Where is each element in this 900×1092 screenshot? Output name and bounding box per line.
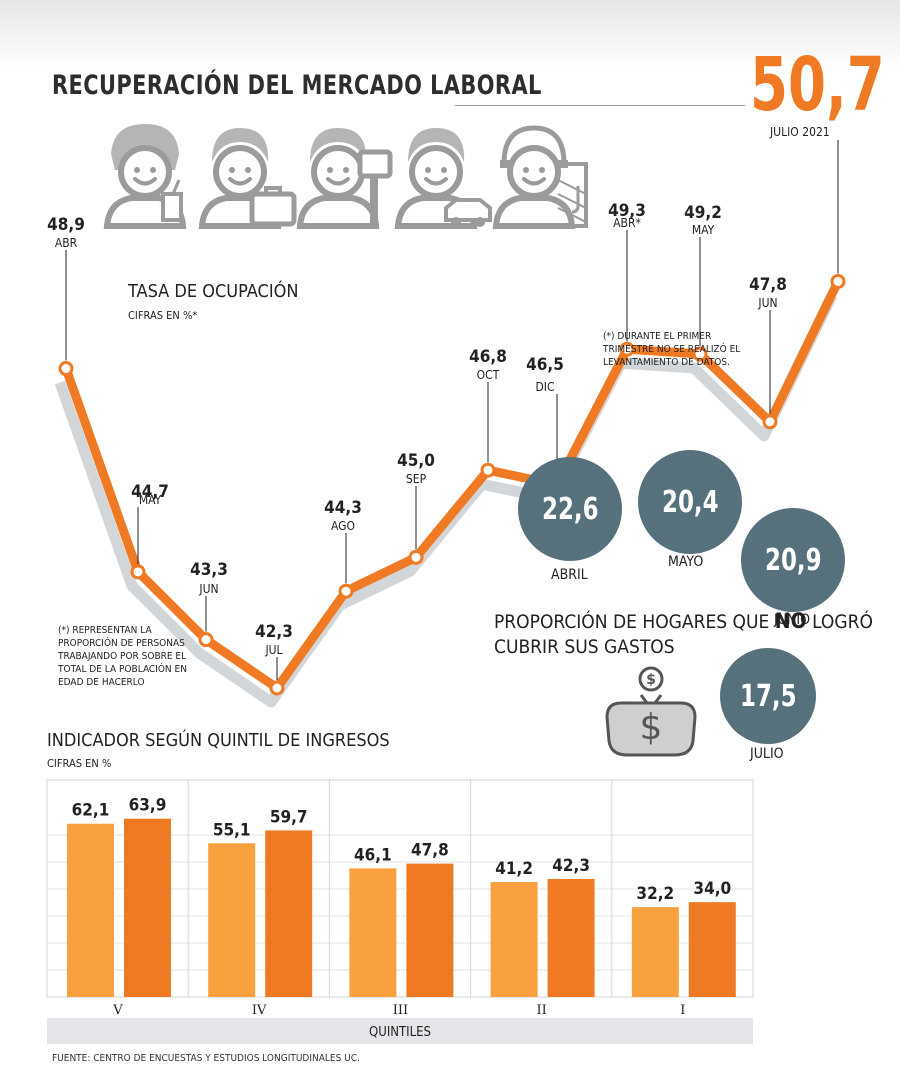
- quintile-category-label: I: [680, 1003, 685, 1018]
- quintile-bar-label: 62,1: [72, 801, 110, 821]
- households-title-post: LOGRÓ CUBRIR SUS GASTOS: [494, 611, 873, 658]
- quintile-bar: [406, 863, 454, 997]
- occupation-subtitle: CIFRAS EN %*: [128, 309, 198, 322]
- occupation-point: [338, 583, 354, 599]
- quintile-axis-band: [47, 1018, 753, 1044]
- svg-text:$: $: [640, 707, 663, 748]
- occupation-value-label: 48,9: [47, 215, 85, 235]
- quintile-bar-label: 59,7: [270, 807, 308, 827]
- household-label-julio: JULIO: [750, 746, 784, 762]
- highlight-value: 50,7: [750, 42, 885, 128]
- title-rule: [455, 105, 745, 106]
- quintiles-subtitle: CIFRAS EN %: [47, 757, 112, 770]
- occupation-value-label: 47,8: [749, 275, 787, 295]
- household-circle-julio: 17,5: [720, 648, 816, 744]
- occupation-month-label: AGO: [331, 519, 355, 533]
- construction-worker-icon: [492, 125, 588, 229]
- quintile-bar-label: 47,8: [411, 841, 449, 861]
- quintile-bar: [349, 868, 397, 997]
- occupation-month-label: JUN: [757, 296, 777, 310]
- quintile-bar-label: 63,9: [129, 796, 167, 816]
- occupation-month-label: JUL: [264, 643, 282, 657]
- household-label-abril: ABRIL: [551, 567, 588, 583]
- occupation-footnote-right: (*) DURANTE EL PRIMER TRIMESTRE NO SE RE…: [603, 331, 741, 368]
- quintile-bar-label: 41,2: [495, 859, 533, 879]
- highlight-label: JULIO 2021: [770, 125, 830, 139]
- quintile-bar-label: 32,2: [636, 884, 674, 904]
- occupation-value-label: 46,5: [526, 355, 564, 375]
- occupation-value-label: 44,7: [131, 482, 169, 502]
- occupation-value-label: 43,3: [190, 560, 228, 580]
- occupation-month-label: ABR: [55, 236, 78, 250]
- quintile-bar: [124, 818, 171, 997]
- office-worker-icon: [198, 128, 297, 229]
- occupation-month-label: JUN: [198, 582, 218, 596]
- occupation-month-label: DIC: [535, 380, 554, 394]
- source-note: FUENTE: CENTRO DE ENCUESTAS Y ESTUDIOS L…: [52, 1053, 360, 1064]
- occupation-point: [269, 680, 285, 696]
- quintile-bar-label: 42,3: [552, 856, 590, 876]
- occupation-title: TASA DE OCUPACIÓN: [128, 281, 299, 302]
- households-title: PROPORCIÓN DE HOGARES QUE NO LOGRÓ CUBRI…: [494, 609, 900, 660]
- occupation-month-label: MAY: [139, 493, 162, 507]
- household-value: 17,5: [739, 678, 797, 714]
- occupation-point: [58, 361, 74, 377]
- quintile-bar: [631, 907, 679, 997]
- quintile-bar-label: 55,1: [213, 820, 251, 840]
- household-label-junio: JUNIO: [774, 612, 810, 628]
- quintile-bar: [490, 882, 538, 997]
- quintile-category-label: IV: [252, 1003, 267, 1018]
- occupation-value-label: 49,3: [608, 201, 646, 221]
- occupation-footnote-left: (*) REPRESENTAN LA PROPORCIÓN DE PERSONA…: [58, 625, 187, 688]
- waitress-icon: [103, 124, 187, 229]
- quintile-bar: [265, 830, 313, 997]
- household-label-mayo: MAYO: [668, 554, 704, 570]
- svg-text:$: $: [646, 672, 656, 688]
- quintile-bar: [688, 902, 736, 997]
- household-circle-mayo: 20,4: [638, 450, 742, 554]
- page-title: RECUPERACIÓN DEL MERCADO LABORAL: [52, 70, 542, 101]
- quintile-bar: [67, 823, 114, 997]
- quintile-bar-label: 46,1: [354, 845, 392, 865]
- occupation-value-label: 45,0: [397, 451, 435, 471]
- quintile-bar: [547, 878, 595, 997]
- taxi-driver-icon: [394, 128, 492, 229]
- occupation-point: [198, 632, 214, 648]
- occupation-point: [480, 462, 496, 478]
- occupation-point: [130, 564, 146, 580]
- top-band: [0, 0, 900, 70]
- quintile-axis-label: QUINTILES: [369, 1025, 431, 1040]
- painter-icon: [296, 128, 393, 229]
- occupation-value-label: 44,3: [324, 498, 362, 518]
- occupation-point: [762, 414, 778, 430]
- occupation-value-label: 46,8: [469, 347, 507, 367]
- occupation-point: [408, 549, 424, 565]
- households-title-bold: NO: [774, 609, 807, 633]
- occupation-value-label: 42,3: [255, 622, 293, 642]
- occupation-month-label: OCT: [477, 368, 500, 382]
- occupation-month-label: MAY: [692, 223, 715, 237]
- household-value: 22,6: [541, 491, 599, 527]
- quintile-category-label: V: [112, 1003, 123, 1018]
- quintile-bar-label: 34,0: [693, 879, 731, 899]
- occupation-month-label: ABR*: [613, 216, 641, 230]
- quintile-bar: [208, 843, 256, 997]
- bar-plot-area: [46, 779, 754, 998]
- households-title-pre: PROPORCIÓN DE HOGARES QUE: [494, 611, 775, 633]
- household-circle-abril: 22,6: [518, 457, 622, 561]
- quintile-category-label: II: [536, 1003, 546, 1018]
- occupation-month-label: SEP: [406, 472, 427, 486]
- household-circle-junio: 20,9: [741, 508, 845, 612]
- quintile-category-label: III: [393, 1003, 408, 1018]
- occupation-point: [830, 273, 846, 289]
- household-value: 20,4: [661, 484, 719, 520]
- occupation-value-label: 49,2: [684, 203, 722, 223]
- household-value: 20,9: [764, 542, 822, 578]
- quintiles-title: INDICADOR SEGÚN QUINTIL DE INGRESOS: [47, 730, 390, 751]
- money-bag-icon: $ $: [605, 666, 697, 757]
